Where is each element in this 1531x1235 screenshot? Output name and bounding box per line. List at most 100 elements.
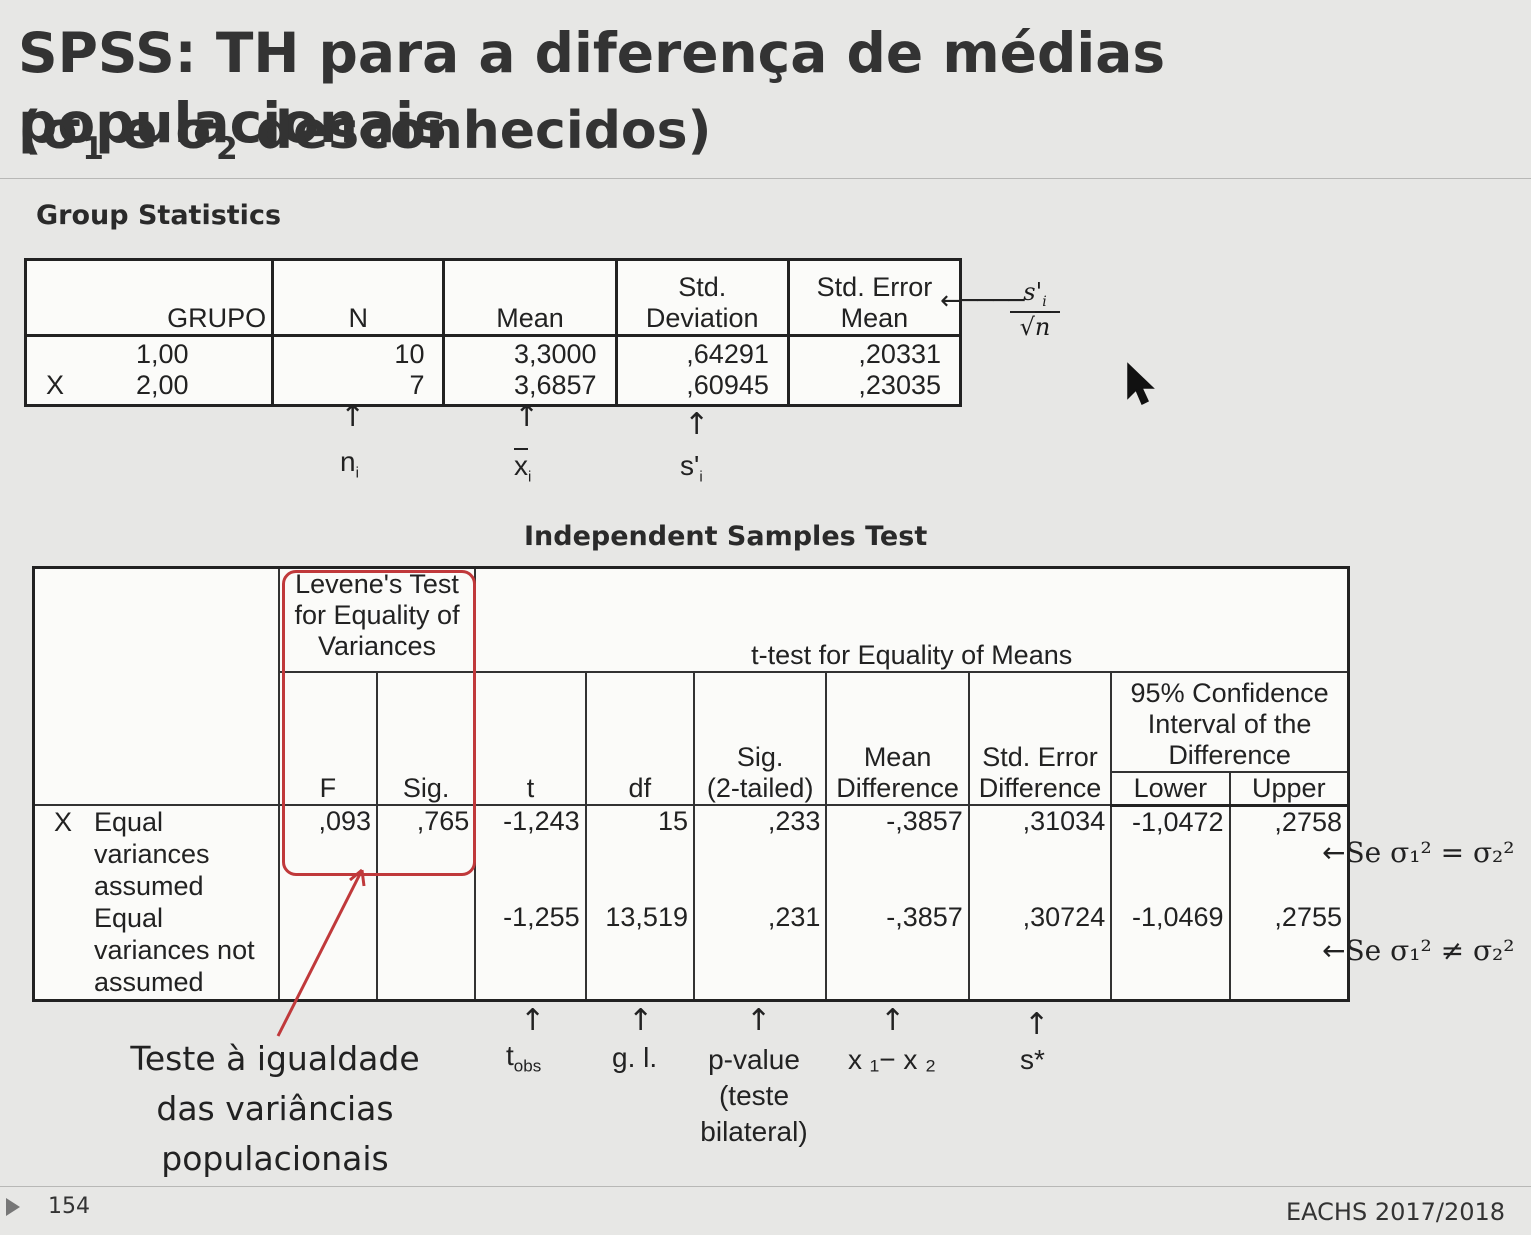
ist-row-not-equal-label: Equal variances not assumed xyxy=(32,902,280,1001)
ist-col-sed-2: Difference xyxy=(978,773,1102,803)
gs-header-grupo: GRUPO xyxy=(23,259,275,336)
gs-header-row: GRUPO N Mean Std. Deviation Std. Error Mea… xyxy=(23,259,963,336)
xbar-label-sub: i xyxy=(528,468,532,486)
gs-header-std-dev-1: Std. xyxy=(678,272,727,302)
xbar-label-text: x xyxy=(514,450,528,481)
subtitle-close: desconhecidos) xyxy=(237,101,712,161)
ist-row-equal: X Equal variances assumed ,093 ,765 -1,243 … xyxy=(32,804,1350,902)
ist-col-sed-1: Std. Error xyxy=(982,742,1098,772)
gs-sd-1: ,64291 xyxy=(686,339,769,369)
ist-row-not-equal-label-2: variances not xyxy=(94,935,255,965)
ist-equal-lower: -1,0472 xyxy=(1110,804,1231,902)
gs-var-label: X xyxy=(46,370,65,400)
ist-col-f: F xyxy=(277,670,379,806)
group-statistics-title: Group Statistics xyxy=(36,200,282,231)
ist-not-equal-t: -1,255 xyxy=(474,902,587,1001)
side-note-equal-text: Se σ₁² = σ₂² xyxy=(1345,836,1515,869)
ist-ci-header: 95% Confidence Interval of the Differenc… xyxy=(1110,670,1350,773)
ist-var-label: X xyxy=(54,807,73,837)
levene-highlight-box xyxy=(282,570,476,876)
side-note-not-equal-text: Se σ₁² ≠ σ₂² xyxy=(1345,934,1515,967)
ist-row-equal-label-1: Equal xyxy=(94,807,164,837)
side-arrow-not-equal-icon: ← xyxy=(1322,934,1346,967)
side-note-equal: ←Se σ₁² = σ₂² xyxy=(1322,836,1515,869)
ist-equal-sig: ,765 xyxy=(376,804,477,902)
gs-mean-1: 3,3000 xyxy=(513,339,597,369)
gs-header-std-err-2: Mean xyxy=(840,303,909,333)
gs-data-row: X 1,00 2,00 10 7 3,3000 3,6857 ,64291,60945 … xyxy=(23,335,963,406)
ist-col-md-2: Difference xyxy=(836,773,959,803)
formula-num-text: s' xyxy=(1023,278,1043,306)
pvalue-label-3: bilateral) xyxy=(700,1116,808,1147)
ist-equal-sed: ,31034 xyxy=(967,804,1113,902)
ist-levene-header: Levene's Test for Equality of Variances xyxy=(277,566,477,673)
s-label: s'i xyxy=(680,450,703,486)
independent-samples-table: Levene's Test for Equality of Variances … xyxy=(32,566,1350,1002)
s-label-sub: i xyxy=(699,468,703,486)
footer-divider xyxy=(0,1186,1531,1187)
ci-header-3: Difference xyxy=(1168,739,1291,770)
ist-col-sed: Std. Error Difference xyxy=(967,670,1113,806)
tobs-label-text: t xyxy=(506,1040,514,1071)
ist-not-equal-upper: ,2755 xyxy=(1228,902,1350,1001)
side-note-not-equal: ←Se σ₁² ≠ σ₂² xyxy=(1322,934,1515,967)
levene-note-2: das variâncias xyxy=(156,1089,394,1128)
formula-numerator: s'i xyxy=(1010,278,1060,313)
ist-equal-sig2: ,233 xyxy=(692,804,828,902)
gl-arrow-icon: ↑ xyxy=(628,1003,654,1038)
gs-grupo-cell: X 1,00 2,00 xyxy=(23,335,275,406)
ist-row-not-equal-label-text: Equal variances not assumed xyxy=(94,902,255,998)
n-label: ni xyxy=(340,446,359,482)
formula-den-text: n xyxy=(1034,312,1051,341)
ist-header-row-1: Levene's Test for Equality of Variances … xyxy=(32,566,1350,805)
ist-not-equal-f xyxy=(277,902,379,1001)
gs-mean-2: 3,6857 xyxy=(513,370,597,400)
ist-header-row-2: F Sig. t df Sig. (2-tailed) Mean Differenc… xyxy=(34,670,1350,806)
sstar-label: s* xyxy=(1020,1044,1045,1075)
gs-grupo-1: 1,00 xyxy=(136,339,189,369)
gl-label: g. l. xyxy=(612,1042,658,1073)
pvalue-label-2: (teste xyxy=(718,1080,790,1111)
gs-header-std-err-1: Std. Error xyxy=(816,272,933,302)
formula-denominator: √n xyxy=(1019,312,1051,341)
tobs-arrow-icon: ↑ xyxy=(520,1003,546,1038)
diff-arrow-icon: ↑ xyxy=(880,1003,906,1038)
group-statistics-table: GRUPO N Mean Std. Deviation Std. Error Mea… xyxy=(23,258,963,407)
sstar-arrow-icon: ↑ xyxy=(1024,1007,1050,1042)
ist-col-sig2-2: (2-tailed) xyxy=(706,773,814,803)
ist-col-sig2: Sig. (2-tailed) xyxy=(692,670,828,806)
subtitle-sub1: 1 xyxy=(82,130,104,167)
ist-col-lower: Lower xyxy=(1110,770,1231,807)
ist-row-equal-label-text: Equal variances assumed xyxy=(94,806,210,902)
slide-marker-icon xyxy=(6,1198,20,1216)
gs-n-cell: 10 7 xyxy=(271,335,446,406)
gs-header-n: N xyxy=(271,259,446,336)
levene-header-3: Variances xyxy=(318,631,437,661)
formula-fraction: s'i √n xyxy=(1010,278,1060,341)
ist-col-md: Mean Difference xyxy=(825,670,970,806)
ist-header-row-3: Lower Upper xyxy=(34,770,1350,807)
ist-not-equal-lower: -1,0469 xyxy=(1110,902,1231,1001)
ist-not-equal-md: -,3857 xyxy=(825,902,970,1001)
ist-row-not-equal-label-1: Equal xyxy=(94,903,164,933)
ist-not-equal-sed: ,30724 xyxy=(967,902,1113,1001)
levene-note-3: populacionais xyxy=(161,1139,389,1178)
n-arrow-icon: ↑ xyxy=(340,399,366,434)
ist-not-equal-sig2: ,231 xyxy=(692,902,828,1001)
tobs-label-sub: obs xyxy=(513,1056,542,1076)
ist-equal-md: -,3857 xyxy=(825,804,970,902)
gs-grupo-values: 1,00 2,00 xyxy=(136,339,189,401)
independent-samples-title: Independent Samples Test xyxy=(524,521,928,552)
page-number: 154 xyxy=(48,1194,90,1219)
ist-col-t: t xyxy=(474,670,587,806)
ist-equal-t: -1,243 xyxy=(474,804,587,902)
side-arrow-equal-icon: ← xyxy=(1322,836,1346,869)
subtitle-open: (σ xyxy=(18,101,83,161)
ist-col-upper: Upper xyxy=(1228,770,1350,807)
mouse-pointer-icon xyxy=(1127,362,1155,406)
ist-equal-df: 15 xyxy=(584,804,695,902)
gs-sd-2: ,60945 xyxy=(686,370,769,400)
gs-header-std-dev: Std. Deviation xyxy=(614,259,790,336)
gs-header-mean: Mean xyxy=(442,259,618,336)
gs-n-1: 10 xyxy=(394,339,425,369)
